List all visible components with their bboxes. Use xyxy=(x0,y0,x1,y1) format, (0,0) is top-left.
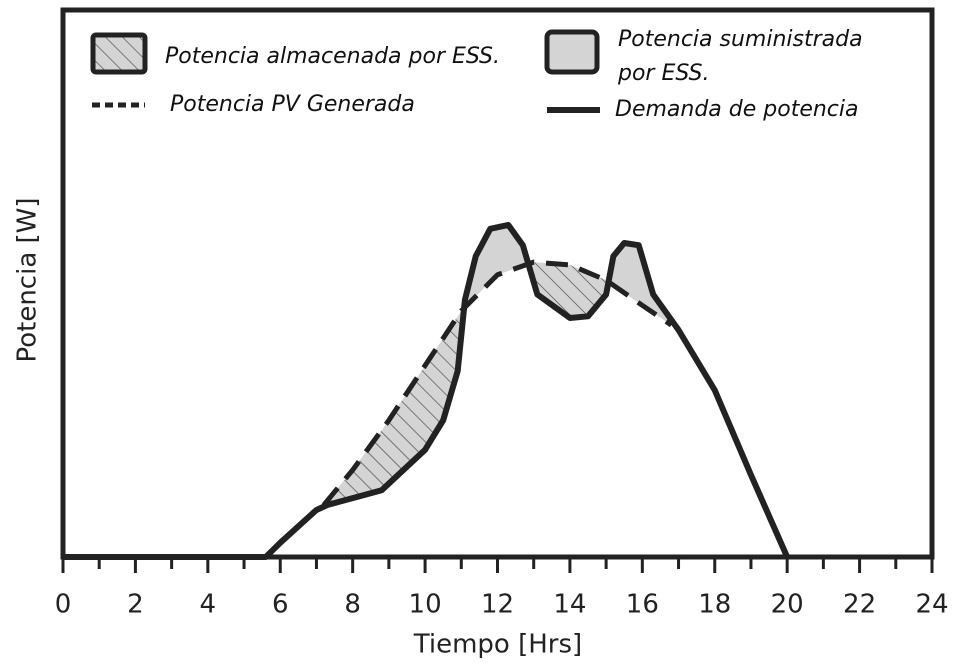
supplied-area xyxy=(464,224,528,308)
legend-label: Potencia suministrada por ESS. xyxy=(618,27,863,86)
x-tick-label: 22 xyxy=(843,590,876,620)
series-line xyxy=(63,221,790,560)
x-tick-label: 4 xyxy=(200,590,217,620)
x-tick-label: 2 xyxy=(127,590,144,620)
x-tick-label: 12 xyxy=(481,590,514,620)
stored-area xyxy=(323,308,464,507)
legend-swatch xyxy=(90,32,148,75)
x-tick-label: 8 xyxy=(344,590,361,620)
x-tick-label: 14 xyxy=(553,590,586,620)
legend-swatch xyxy=(544,29,600,75)
x-tick-label: 16 xyxy=(626,590,659,620)
legend-label: Demanda de potencia xyxy=(615,97,859,122)
x-tick-label: 18 xyxy=(698,590,731,620)
x-tick-label: 10 xyxy=(409,590,442,620)
x-tick-label: 0 xyxy=(55,590,72,620)
x-tick-label: 20 xyxy=(771,590,804,620)
x-tick-label: 24 xyxy=(915,590,948,620)
x-tick-label: 6 xyxy=(272,590,289,620)
stored-area xyxy=(528,262,609,318)
x-axis-label: Tiempo [Hrs] xyxy=(413,630,582,660)
legend-label: Potencia PV Generada xyxy=(170,92,415,117)
legend-label: Potencia almacenada por ESS. xyxy=(165,44,501,69)
y-axis-label: Potencia [W] xyxy=(13,197,43,362)
supplied-area xyxy=(609,243,672,326)
series-line xyxy=(321,259,673,507)
